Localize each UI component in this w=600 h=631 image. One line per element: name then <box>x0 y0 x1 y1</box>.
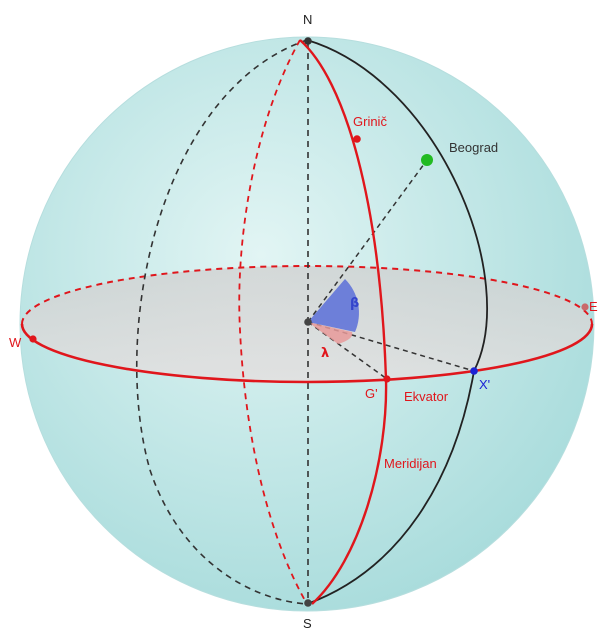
west-point <box>29 335 37 343</box>
equator-back-dashed <box>21 265 593 325</box>
back-greenwich-meridian-dashed <box>238 39 308 605</box>
beograd-point <box>421 154 433 166</box>
label-west: W <box>9 335 22 350</box>
label-g-prime: G' <box>365 386 378 401</box>
x-prime-point <box>470 367 478 375</box>
center-point <box>304 318 312 326</box>
label-south: S <box>303 616 312 631</box>
equator-front <box>20 323 594 384</box>
line-center-gprime <box>307 321 388 380</box>
label-grinich: Grinič <box>353 114 387 129</box>
beograd-meridian <box>306 39 488 605</box>
line-center-beograd <box>307 159 428 323</box>
grinich-point <box>353 135 361 143</box>
east-point <box>581 303 589 311</box>
north-pole-point <box>304 37 312 45</box>
label-lambda: λ <box>321 346 329 361</box>
label-beograd: Beograd <box>449 140 498 155</box>
label-meridijan: Meridijan <box>384 456 437 471</box>
south-pole-point <box>304 599 312 607</box>
label-ekvator: Ekvator <box>404 389 449 404</box>
angle-beta-sector <box>308 279 359 332</box>
angle-lambda-sector <box>308 322 353 344</box>
back-meridian-dashed <box>135 39 308 605</box>
greenwich-meridian <box>299 39 388 605</box>
label-north: N <box>303 12 312 27</box>
label-x-prime: X' <box>479 377 490 392</box>
label-east: E <box>589 299 598 314</box>
g-prime-point <box>383 375 391 383</box>
label-beta: β <box>350 296 359 311</box>
